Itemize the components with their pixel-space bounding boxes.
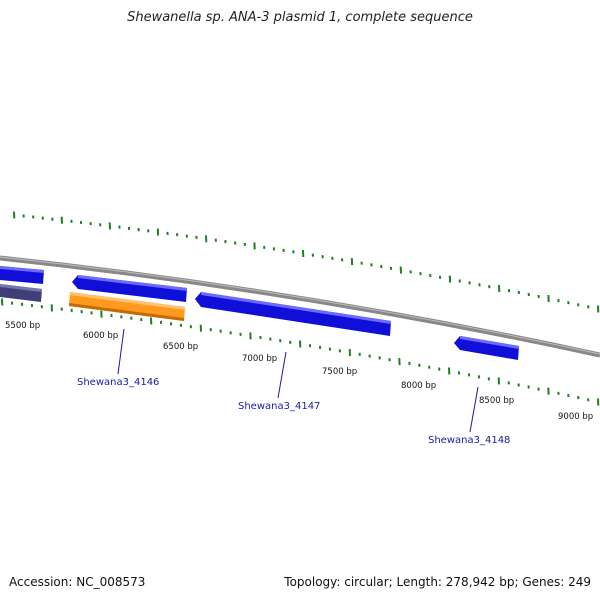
outer-tick-track	[13, 211, 600, 313]
scale-label: 9000 bp	[558, 412, 593, 422]
scale-label: 7500 bp	[322, 367, 357, 377]
gene-label-4147[interactable]: Shewana3_4147	[238, 401, 320, 412]
plasmid-backbone	[0, 255, 600, 358]
gene-label-4148[interactable]: Shewana3_4148	[428, 435, 510, 446]
gene-Shewana3_4146[interactable]	[69, 292, 185, 321]
gene-partial-left-lower[interactable]	[0, 284, 42, 302]
leader-line-4146	[117, 328, 125, 375]
scale-label: 8000 bp	[401, 381, 436, 391]
leader-line-4148	[469, 386, 479, 433]
inner-tick-track	[1, 298, 600, 406]
accession-label: Accession: NC_008573	[9, 575, 146, 589]
scale-label: 6500 bp	[163, 342, 198, 352]
gene-Shewana3_4148[interactable]	[454, 336, 519, 360]
scale-label: 7000 bp	[242, 354, 277, 364]
map-title: Shewanella sp. ANA-3 plasmid 1, complete…	[127, 10, 473, 25]
scale-label: 8500 bp	[479, 396, 514, 406]
scale-label: 5500 bp	[5, 321, 40, 331]
gene-forward-1[interactable]	[72, 275, 187, 302]
leader-line-4147	[277, 351, 287, 399]
gene-partial-left-upper[interactable]	[0, 266, 44, 284]
scale-label: 6000 bp	[83, 331, 118, 341]
gene-Shewana3_4147[interactable]	[195, 292, 391, 336]
topology-label: Topology: circular; Length: 278,942 bp; …	[284, 575, 591, 589]
gene-label-4146[interactable]: Shewana3_4146	[77, 377, 159, 388]
